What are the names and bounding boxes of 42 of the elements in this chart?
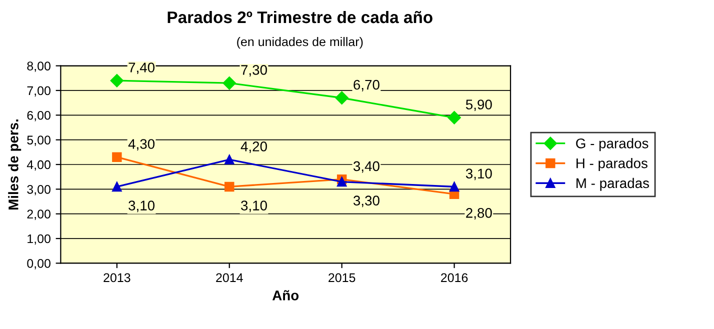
y-tick-label: 2,00	[27, 210, 50, 220]
point	[112, 182, 122, 192]
y-axis-title: Miles de pers.	[8, 120, 22, 210]
legend-label: G - parados	[576, 138, 648, 152]
data-label: 7,40	[128, 62, 155, 74]
data-label: 3,10	[128, 200, 155, 212]
y-tick-label: 8,00	[27, 62, 50, 72]
data-label: 3,10	[466, 168, 492, 180]
point	[224, 154, 234, 164]
chart-subtitle: (en unidades de millar)	[237, 37, 363, 49]
data-label: 3,10	[241, 200, 267, 212]
data-label: 7,30	[241, 65, 267, 77]
point	[449, 182, 460, 192]
data-label: 5,90	[466, 100, 492, 112]
point	[224, 182, 234, 192]
data-label: 3,40	[353, 161, 380, 173]
y-tick-label: 1,00	[28, 234, 50, 245]
x-tick-label: 2014	[216, 273, 243, 282]
y-tick-label: 6,00	[27, 110, 50, 122]
point	[335, 91, 348, 104]
chart-title: Parados 2º Trimestre de cada año	[168, 10, 432, 24]
x-tick-label: 2013	[104, 273, 130, 282]
data-label: 4,30	[128, 139, 155, 151]
x-tick-label: 2015	[328, 273, 356, 282]
data-label: 3,30	[353, 196, 380, 208]
x-axis-title: Año	[272, 290, 299, 300]
legend-label: M - paradas	[576, 178, 649, 191]
x-tick-label: 2016	[441, 273, 468, 282]
legend-label: H - parados	[576, 158, 648, 171]
y-tick-label: 4,00	[26, 160, 50, 171]
point	[448, 111, 461, 124]
point	[112, 152, 122, 162]
point	[336, 176, 347, 187]
y-tick-label: 0,00	[27, 259, 50, 270]
y-tick-label: 7,00	[27, 86, 50, 97]
point	[110, 74, 124, 88]
data-label: 6,70	[354, 80, 380, 92]
y-tick-label: 5,00	[27, 136, 50, 146]
data-label: 4,20	[240, 142, 267, 154]
point	[222, 76, 236, 90]
y-tick-label: 3,00	[27, 184, 50, 196]
data-label: 2,80	[466, 208, 492, 220]
